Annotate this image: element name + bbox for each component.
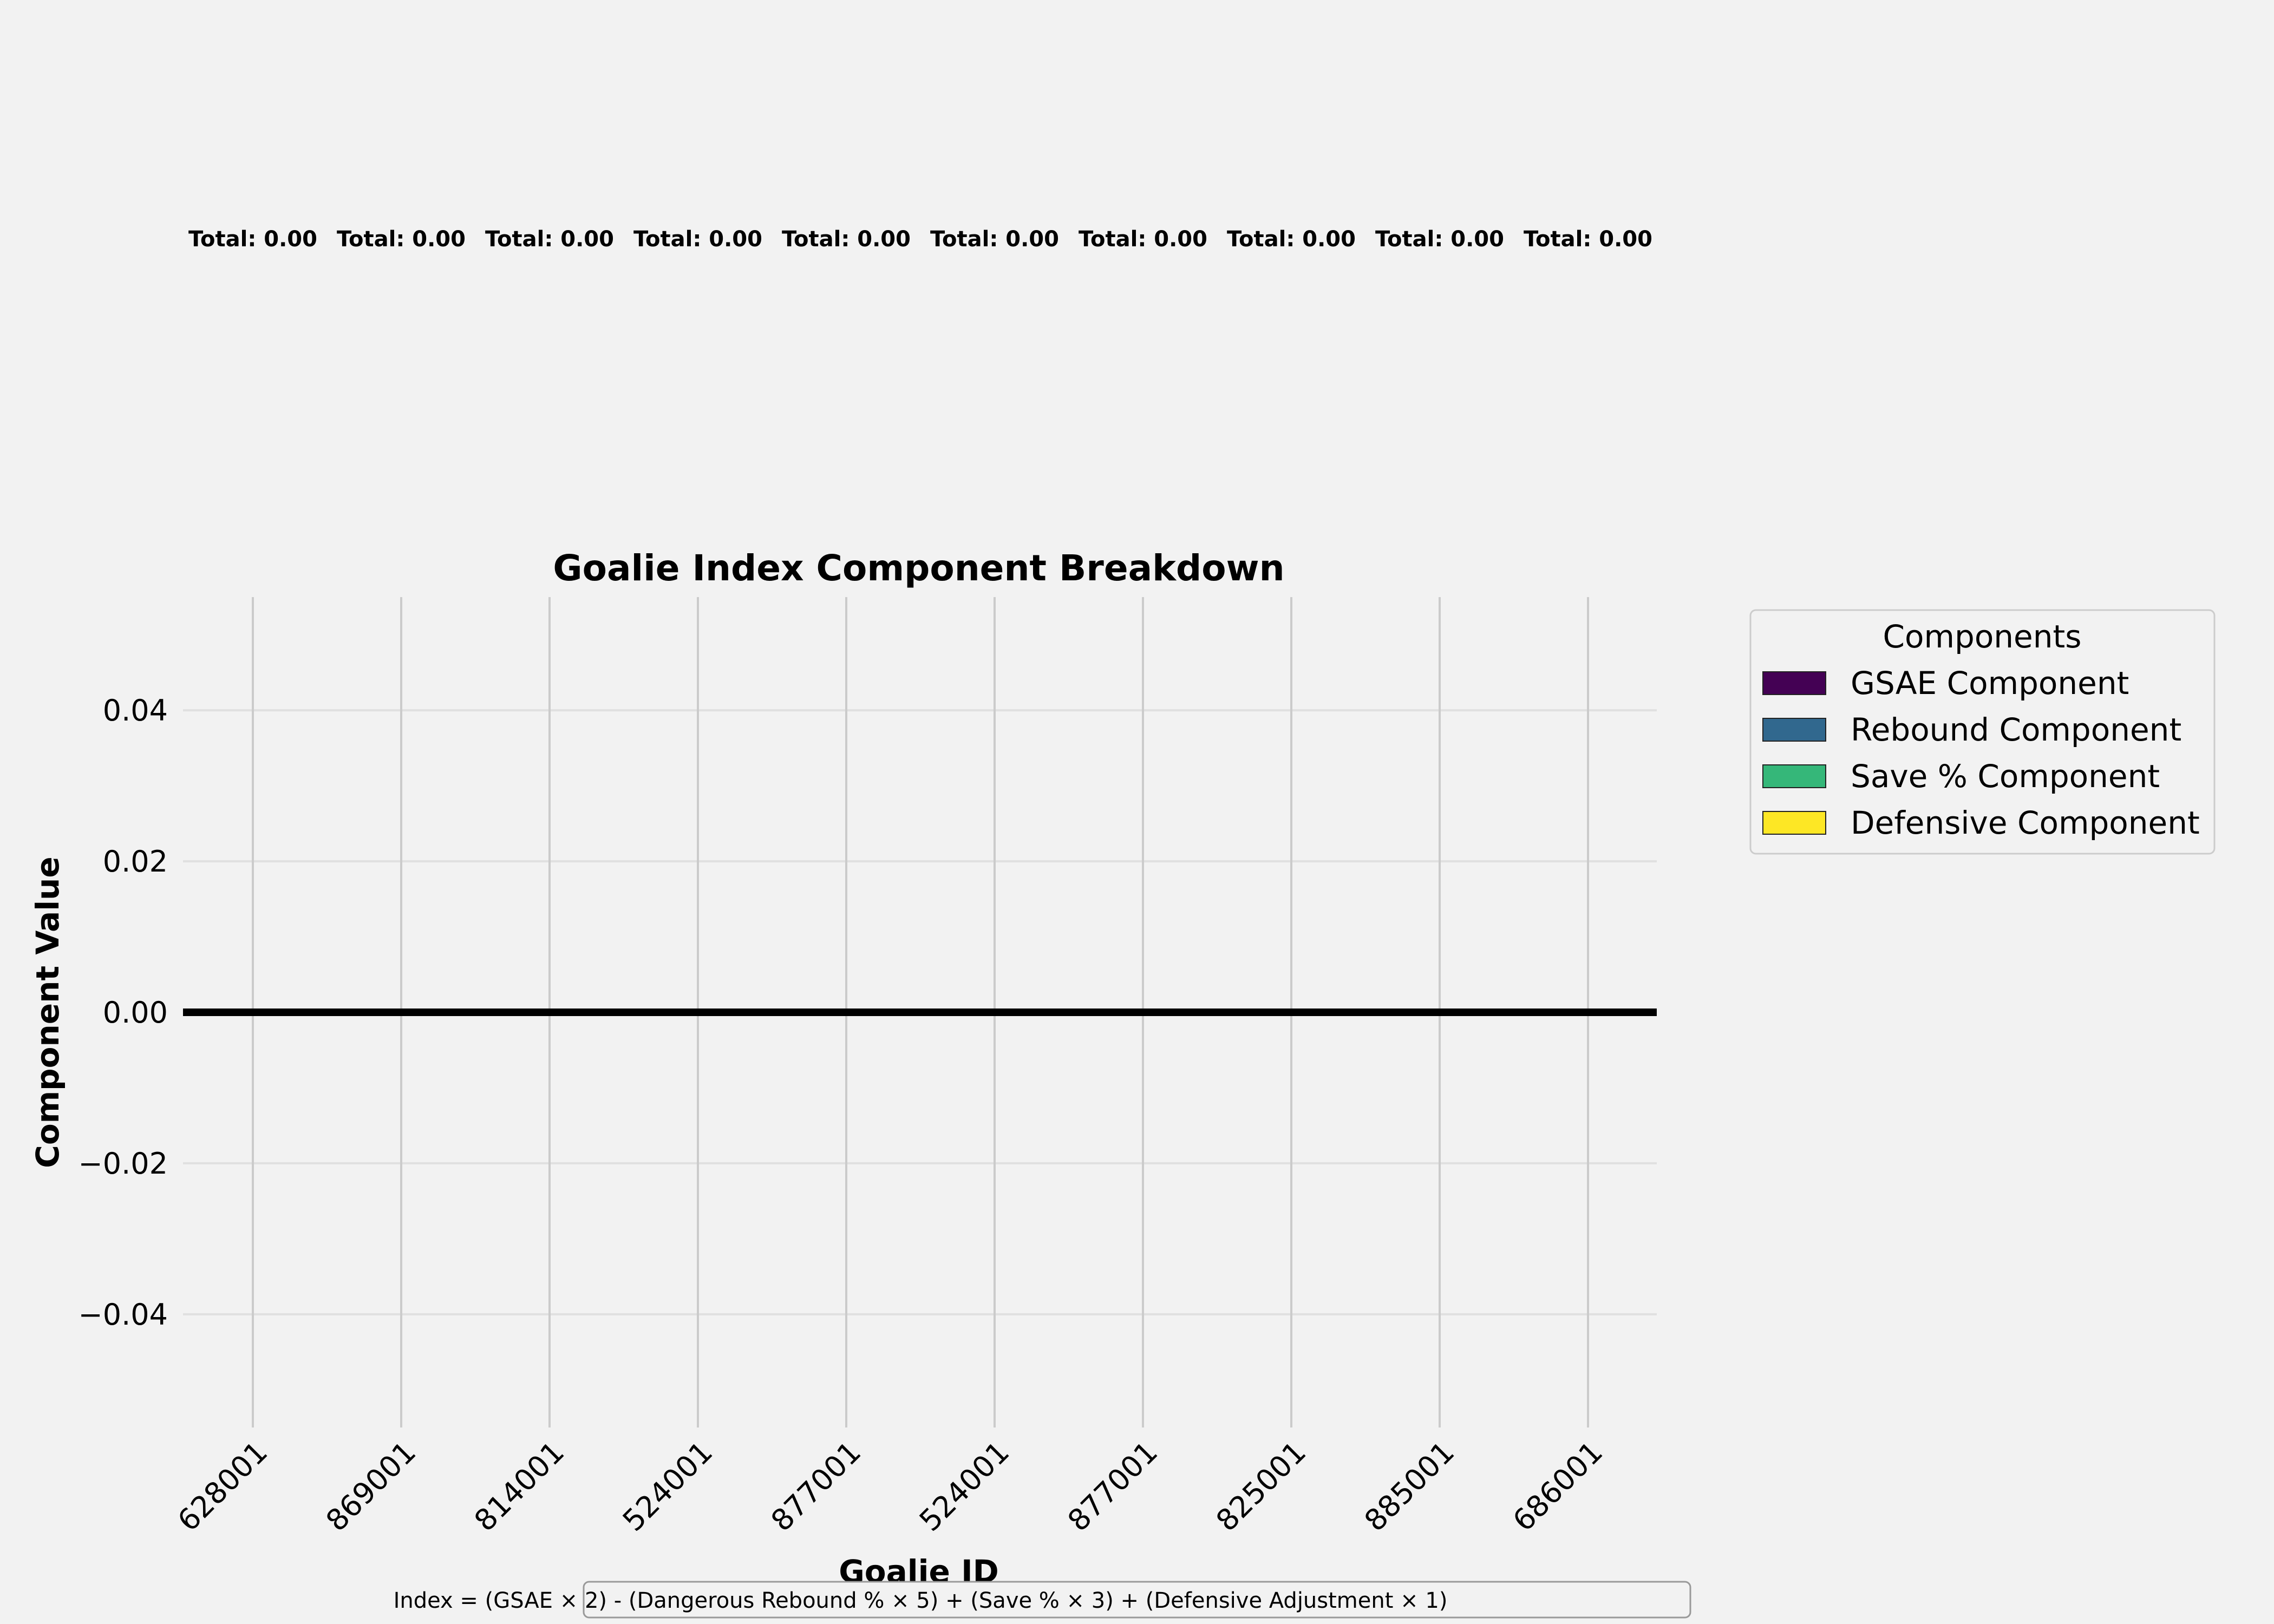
total-label: Total: 0.00 [1227, 227, 1356, 252]
y-tick-label: 0.04 [103, 693, 168, 728]
total-label: Total: 0.00 [337, 227, 466, 252]
y-tick-label: 0.00 [103, 996, 168, 1030]
legend: Components GSAE Component Rebound Compone… [1749, 609, 2216, 855]
legend-label: Defensive Component [1851, 804, 2200, 841]
y-tick-label: 0.02 [103, 844, 168, 879]
y-tick-labels: 0.04 0.02 0.00 −0.02 −0.04 [79, 693, 168, 1332]
y-tick-label: −0.04 [79, 1298, 168, 1332]
legend-items: GSAE Component Rebound Component Save % Co… [1762, 665, 2200, 841]
total-label: Total: 0.00 [1079, 227, 1207, 252]
formula-annotation: Index = (GSAE × 2) - (Dangerous Rebound … [394, 1581, 1691, 1619]
legend-frame [1749, 609, 2216, 855]
total-label: Total: 0.00 [188, 227, 317, 252]
total-label: Total: 0.00 [1524, 227, 1652, 252]
y-axis-title: Component Value [29, 856, 66, 1168]
y-tick-label: −0.02 [79, 1147, 168, 1181]
legend-swatch [1762, 671, 1826, 695]
formula-box [583, 1581, 1691, 1619]
legend-label: GSAE Component [1851, 665, 2129, 702]
legend-swatch [1762, 718, 1826, 742]
legend-label: Rebound Component [1851, 711, 2181, 748]
total-label: Total: 0.00 [930, 227, 1059, 252]
total-label: Total: 0.00 [485, 227, 614, 252]
legend-title: Components [1883, 618, 2082, 655]
total-label: Total: 0.00 [1375, 227, 1504, 252]
total-labels: Total: 0.00 Total: 0.00 Total: 0.00 Total: … [188, 227, 1652, 252]
formula-text: Index = (GSAE × 2) - (Dangerous Rebound … [394, 1588, 1448, 1613]
legend-label: Save % Component [1851, 758, 2160, 795]
legend-swatch [1762, 811, 1826, 835]
total-label: Total: 0.00 [633, 227, 762, 252]
chart-title: Goalie Index Component Breakdown [553, 547, 1284, 589]
total-label: Total: 0.00 [782, 227, 911, 252]
legend-swatch [1762, 764, 1826, 788]
